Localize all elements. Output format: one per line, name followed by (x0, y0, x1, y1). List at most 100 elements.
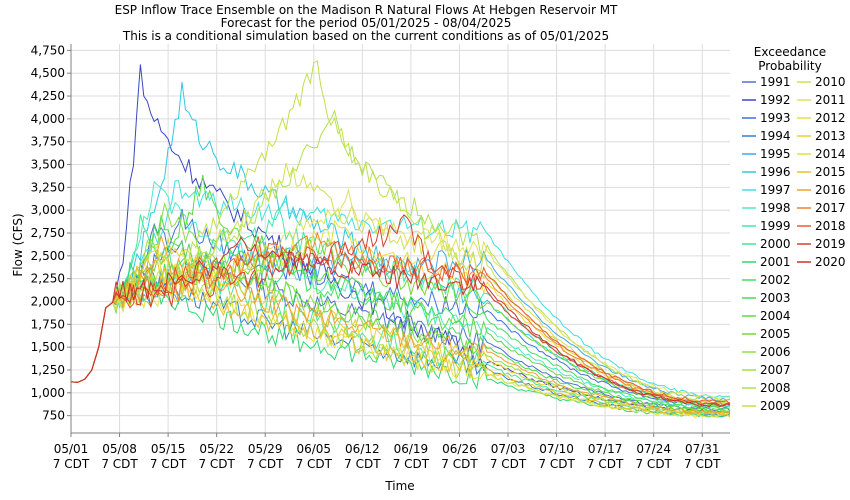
y-tick-label: 2,250 (31, 272, 65, 286)
legend-label-2005: 2005 (760, 327, 791, 341)
chart-title: ESP Inflow Trace Ensemble on the Madison… (115, 3, 618, 17)
y-tick-label: 1,000 (31, 386, 65, 400)
series-line-2004 (70, 174, 731, 412)
x-tick-label-time: 7 CDT (247, 457, 284, 471)
legend-label-2017: 2017 (815, 201, 846, 215)
x-tick-label-time: 7 CDT (538, 457, 575, 471)
legend-label-1997: 1997 (760, 183, 791, 197)
legend-label-1993: 1993 (760, 111, 791, 125)
legend-label-2002: 2002 (760, 273, 791, 287)
legend-label-2008: 2008 (760, 381, 791, 395)
y-tick-label: 750 (42, 409, 65, 423)
y-tick-label: 3,250 (31, 180, 65, 194)
x-tick-label-date: 07/31 (685, 442, 720, 456)
y-axis-label: Flow (CFS) (11, 213, 25, 276)
x-tick-label-date: 07/10 (539, 442, 574, 456)
legend-label-2019: 2019 (815, 237, 846, 251)
legend-label-2016: 2016 (815, 183, 846, 197)
x-tick-label-time: 7 CDT (101, 457, 138, 471)
y-tick-label: 1,500 (31, 340, 65, 354)
x-tick-label-time: 7 CDT (393, 457, 430, 471)
x-tick-label-date: 05/22 (199, 442, 234, 456)
series-group (70, 60, 731, 419)
x-tick-label-time: 7 CDT (490, 457, 527, 471)
legend-label-1998: 1998 (760, 201, 791, 215)
x-tick-label-date: 05/29 (248, 442, 283, 456)
legend-label-2015: 2015 (815, 165, 846, 179)
y-tick-label: 1,250 (31, 363, 65, 377)
series-line-2015 (70, 256, 731, 417)
legend-label-2000: 2000 (760, 237, 791, 251)
legend-label-1994: 1994 (760, 129, 791, 143)
legend-title-line-1: Exceedance (754, 45, 826, 59)
x-tick-label-date: 06/19 (394, 442, 429, 456)
y-tick-label: 3,000 (31, 203, 65, 217)
y-tick-label: 3,500 (31, 158, 65, 172)
y-tick-label: 3,750 (31, 135, 65, 149)
x-tick-label-time: 7 CDT (441, 457, 478, 471)
x-tick-label-time: 7 CDT (587, 457, 624, 471)
legend-label-2013: 2013 (815, 129, 846, 143)
x-tick-label-time: 7 CDT (296, 457, 333, 471)
legend-label-2001: 2001 (760, 255, 791, 269)
y-tick-label: 1,750 (31, 317, 65, 331)
x-tick-label-time: 7 CDT (150, 457, 187, 471)
series-line-2008 (70, 109, 731, 402)
y-tick-label: 2,500 (31, 249, 65, 263)
axes: 750 1,000 1,250 1,500 1,750 2,000 2,250 2,500 2,… (31, 43, 730, 471)
x-tick-label-time: 7 CDT (344, 457, 381, 471)
legend-label-2004: 2004 (760, 309, 791, 323)
legend-label-1999: 1999 (760, 219, 791, 233)
legend: 1991 1992 1993 1994 1995 1996 1997 1998 1999 2000… (742, 75, 846, 413)
grid (70, 44, 730, 433)
y-tick-label: 4,250 (31, 89, 65, 103)
x-tick-label-date: 05/15 (151, 442, 186, 456)
y-tick-label: 2,000 (31, 295, 65, 309)
y-tick-label: 4,500 (31, 66, 65, 80)
x-tick-label-time: 7 CDT (198, 457, 235, 471)
legend-label-2014: 2014 (815, 147, 846, 161)
series-line-2002 (70, 227, 731, 410)
series-line-2006 (70, 201, 731, 414)
y-tick-label: 2,750 (31, 226, 65, 240)
x-tick-label-date: 06/26 (442, 442, 477, 456)
legend-label-2012: 2012 (815, 111, 846, 125)
x-tick-label-time: 7 CDT (53, 457, 90, 471)
series-line-2005 (70, 237, 731, 408)
series-line-1998 (70, 180, 731, 409)
legend-label-2010: 2010 (815, 75, 846, 89)
x-tick-label-date: 06/12 (345, 442, 380, 456)
x-tick-label-date: 07/03 (491, 442, 526, 456)
chart-subtitle-period: Forecast for the period 05/01/2025 - 08/… (221, 16, 512, 30)
x-tick-label-time: 7 CDT (635, 457, 672, 471)
x-axis-label: Time (384, 479, 414, 493)
series-line-2018 (70, 236, 731, 405)
x-tick-label-date: 06/05 (296, 442, 331, 456)
y-tick-label: 4,750 (31, 43, 65, 57)
x-tick-label-time: 7 CDT (684, 457, 721, 471)
legend-label-2007: 2007 (760, 363, 791, 377)
legend-label-2003: 2003 (760, 291, 791, 305)
legend-label-2009: 2009 (760, 399, 791, 413)
series-line-2017 (70, 231, 731, 406)
legend-label-2006: 2006 (760, 345, 791, 359)
x-tick-label-date: 05/01 (54, 442, 89, 456)
x-tick-label-date: 07/24 (636, 442, 671, 456)
legend-label-1992: 1992 (760, 93, 791, 107)
series-line-2001 (70, 260, 731, 418)
legend-label-1995: 1995 (760, 147, 791, 161)
series-line-2020 (70, 236, 731, 408)
legend-label-1991: 1991 (760, 75, 791, 89)
plot-area (71, 44, 730, 433)
legend-title-line-2: Probability (758, 59, 821, 73)
chart-subtitle-conditions: This is a conditional simulation based o… (122, 29, 609, 43)
series-line-2011 (70, 188, 731, 399)
x-tick-label-date: 05/08 (102, 442, 137, 456)
series-line-1992 (70, 64, 731, 414)
legend-label-2011: 2011 (815, 93, 846, 107)
y-tick-label: 4,000 (31, 112, 65, 126)
legend-label-2018: 2018 (815, 219, 846, 233)
legend-label-1996: 1996 (760, 165, 791, 179)
legend-label-2020: 2020 (815, 255, 846, 269)
